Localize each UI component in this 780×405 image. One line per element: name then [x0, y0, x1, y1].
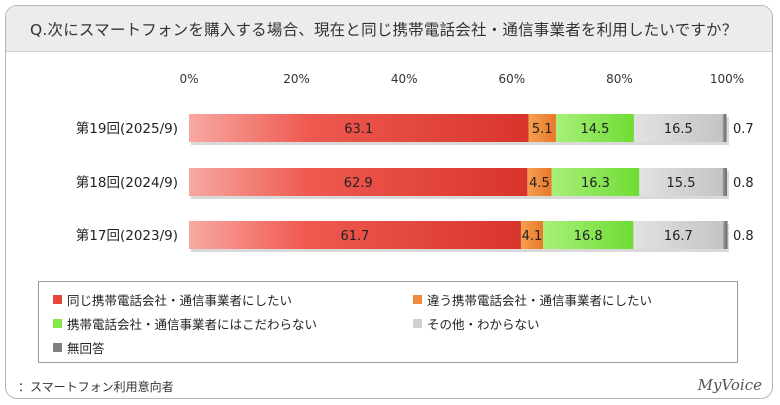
footnote: ：スマートフォン利用意向者 [18, 380, 174, 394]
bar-segment [520, 221, 544, 249]
x-tick-label: 40% [391, 72, 418, 86]
bar-segment [189, 168, 528, 196]
category-label: 第17回(2023/9) [76, 227, 178, 244]
legend-label: 違う携帯電話会社・通信事業者にしたい [427, 293, 653, 308]
legend-swatch [53, 295, 62, 304]
legend-label: 無回答 [67, 341, 105, 356]
chart-plot: 0% 20% 40% 60% 80% 100% 第19回(2025/9) 63.1 5.1 14… [76, 72, 754, 252]
x-tick-label: 100% [710, 72, 744, 86]
bar-segment [551, 168, 640, 196]
chart-frame: Q.次にスマートフォンを購入する場合、現在と同じ携帯電話会社・通信事業者を利用し… [5, 5, 773, 399]
data-label: 16.8 [574, 229, 603, 244]
data-label: 0.8 [733, 176, 754, 191]
data-label: 4.5 [529, 176, 550, 191]
bar-segment [555, 114, 634, 142]
bar-segment [723, 221, 728, 249]
data-label: 63.1 [344, 122, 373, 137]
x-tick-label: 80% [606, 72, 633, 86]
data-label: 14.5 [580, 122, 609, 137]
x-tick-label: 0% [179, 72, 198, 86]
x-tick-label: 20% [283, 72, 310, 86]
data-label: 61.7 [340, 229, 369, 244]
legend-item: その他・わからない [413, 314, 540, 333]
data-label: 0.7 [733, 122, 754, 137]
data-label: 0.8 [733, 229, 754, 244]
bar-segment [722, 168, 727, 196]
bar-segment [633, 221, 724, 249]
bar-segment [543, 221, 634, 249]
title-bar: Q.次にスマートフォンを購入する場合、現在と同じ携帯電話会社・通信事業者を利用し… [6, 6, 772, 52]
data-label: 16.3 [581, 176, 610, 191]
bar-segment [528, 114, 556, 142]
legend-swatch [53, 343, 62, 352]
legend-swatch [413, 295, 422, 304]
bar-segment [722, 114, 727, 142]
x-tick-label: 60% [498, 72, 525, 86]
data-label: 4.1 [522, 229, 543, 244]
data-label: 16.5 [664, 122, 693, 137]
legend-item: 違う携帯電話会社・通信事業者にしたい [413, 290, 652, 309]
legend-swatch [53, 319, 62, 328]
legend-label: その他・わからない [427, 317, 540, 332]
bar-segment [639, 168, 723, 196]
category-label: 第19回(2025/9) [76, 120, 178, 137]
brand-logo: MyVoice [697, 376, 762, 394]
bar-segment [527, 168, 552, 196]
bar-segment [633, 114, 723, 142]
legend-label: 携帯電話会社・通信事業者にはこだわらない [67, 317, 318, 332]
chart-title: Q.次にスマートフォンを購入する場合、現在と同じ携帯電話会社・通信事業者を利用し… [30, 21, 738, 39]
bar-segment [189, 221, 521, 249]
data-label: 16.7 [664, 229, 693, 244]
legend-label: 同じ携帯電話会社・通信事業者にしたい [67, 293, 293, 308]
legend-item: 無回答 [53, 338, 105, 357]
legend: 同じ携帯電話会社・通信事業者にしたい 違う携帯電話会社・通信事業者にしたい携帯電話… [38, 281, 738, 363]
category-label: 第18回(2024/9) [76, 174, 178, 191]
legend-swatch [413, 319, 422, 328]
legend-item: 携帯電話会社・通信事業者にはこだわらない [53, 314, 317, 333]
data-label: 62.9 [344, 176, 373, 191]
bar-segment [189, 114, 529, 142]
legend-item: 同じ携帯電話会社・通信事業者にしたい [53, 290, 292, 309]
data-label: 15.5 [667, 176, 696, 191]
data-label: 5.1 [532, 122, 553, 137]
